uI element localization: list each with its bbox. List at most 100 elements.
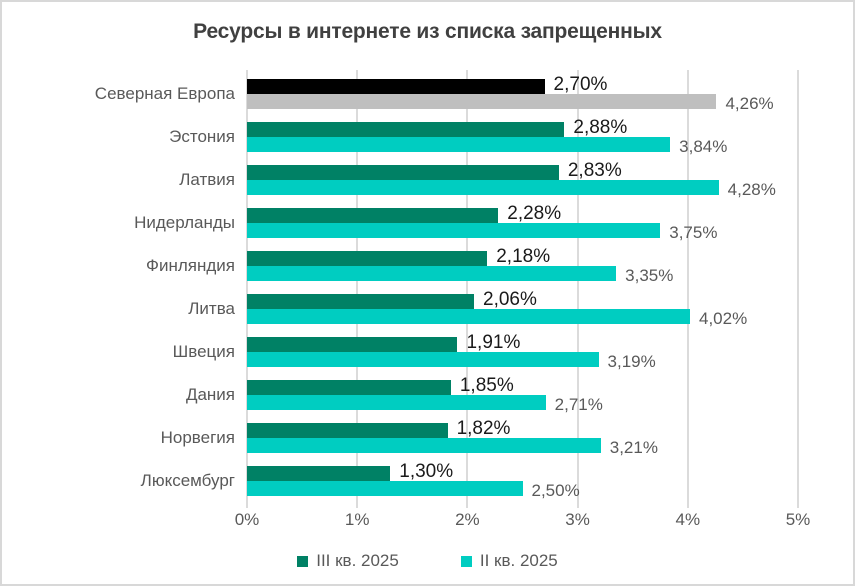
- bar-line: 3,19%: [247, 351, 798, 371]
- legend: III кв. 2025 II кв. 2025: [2, 551, 853, 571]
- bar-group: 2,28% 3,75%: [247, 203, 798, 242]
- bar-rows: Северная Европа 2,70% 4,26% Эстония 2,88% 3,8…: [2, 72, 853, 502]
- value-label: 3,35%: [625, 266, 674, 285]
- x-tick-label: 0%: [234, 510, 260, 529]
- x-tick-label: 1%: [344, 510, 370, 529]
- value-label: 2,50%: [531, 481, 580, 500]
- bar-III-кв--2025: [247, 78, 545, 94]
- bar-line: 3,75%: [247, 222, 798, 242]
- value-label: 2,70%: [553, 74, 608, 95]
- value-label: 3,75%: [669, 223, 718, 242]
- legend-item: II кв. 2025: [460, 551, 558, 571]
- chart-title: Ресурсы в интернете из списка запрещенны…: [193, 20, 662, 43]
- bar-II-кв--2025: [247, 136, 671, 152]
- chart-row: Литва 2,06% 4,02%: [2, 287, 853, 330]
- value-label: 2,88%: [573, 117, 628, 138]
- category-label: Финляндия: [146, 255, 235, 275]
- value-label: 3,19%: [607, 352, 656, 371]
- bar-group: 2,18% 3,35%: [247, 246, 798, 285]
- x-tick-label: 2%: [455, 510, 480, 529]
- legend-swatch: [460, 555, 472, 567]
- value-label: 4,28%: [727, 180, 776, 199]
- value-label: 1,82%: [456, 418, 511, 439]
- category-label: Дания: [185, 384, 235, 404]
- gridline-1%: [356, 70, 359, 508]
- bar-III-кв--2025: [247, 422, 448, 438]
- category-label: Швеция: [172, 341, 235, 361]
- bar-line: 3,21%: [247, 437, 798, 457]
- category-label: Люксембург: [140, 470, 235, 490]
- legend-item: III кв. 2025: [297, 551, 399, 571]
- value-label: 1,85%: [459, 375, 514, 396]
- bar-line: 2,18%: [247, 246, 798, 267]
- gridline-2%: [466, 70, 469, 508]
- bar-line: 2,06%: [247, 289, 798, 310]
- bar-group: 2,83% 4,28%: [247, 160, 798, 199]
- bar-group: 1,91% 3,19%: [247, 332, 798, 371]
- chart-row: Нидерланды 2,28% 3,75%: [2, 201, 853, 244]
- bar-II-кв--2025: [247, 93, 717, 109]
- category-label: Литва: [188, 298, 235, 318]
- value-label: 2,06%: [483, 289, 537, 310]
- chart-row: Латвия 2,83% 4,28%: [2, 158, 853, 201]
- bar-II-кв--2025: [247, 179, 719, 195]
- bar-group: 2,88% 3,84%: [247, 117, 798, 156]
- bar-II-кв--2025: [247, 394, 546, 410]
- category-label: Латвия: [179, 169, 235, 189]
- bar-II-кв--2025: [247, 437, 601, 453]
- value-label: 2,28%: [507, 203, 562, 224]
- bar-line: 1,85%: [247, 375, 798, 396]
- bar-III-кв--2025: [247, 207, 499, 223]
- value-label: 4,26%: [725, 94, 774, 113]
- bar-III-кв--2025: [247, 250, 488, 266]
- value-label: 4,02%: [699, 309, 748, 328]
- plot-area: [246, 70, 799, 508]
- bar-group: 1,30% 2,50%: [247, 461, 798, 500]
- bar-III-кв--2025: [247, 465, 391, 481]
- gridline-5%: [797, 70, 799, 508]
- legend-label: III кв. 2025: [316, 551, 399, 570]
- bar-line: 1,91%: [247, 332, 798, 353]
- bar-line: 4,02%: [247, 308, 798, 328]
- chart-row: Швеция 1,91% 3,19%: [2, 330, 853, 373]
- x-axis: 0% 1% 2% 3% 4% 5%: [2, 510, 853, 534]
- bar-II-кв--2025: [247, 480, 523, 496]
- category-label: Нидерланды: [134, 212, 235, 232]
- chart-row: Люксембург 1,30% 2,50%: [2, 459, 853, 502]
- bar-line: 2,28%: [247, 203, 798, 224]
- category-label: Эстония: [169, 126, 235, 146]
- legend-swatch: [297, 555, 309, 567]
- bar-II-кв--2025: [247, 265, 617, 281]
- gridline-3%: [576, 70, 579, 508]
- bar-III-кв--2025: [247, 336, 458, 352]
- bar-III-кв--2025: [247, 164, 559, 180]
- bar-line: 2,88%: [247, 117, 798, 138]
- value-label: 2,83%: [567, 160, 622, 181]
- chart-row: Финляндия 2,18% 3,35%: [2, 244, 853, 287]
- bar-group: 1,85% 2,71%: [247, 375, 798, 414]
- x-tick-label: 5%: [785, 510, 811, 529]
- chart-row: Дания 1,85% 2,71%: [2, 373, 853, 416]
- gridline-4%: [686, 70, 689, 508]
- chart-row: Северная Европа 2,70% 4,26%: [2, 72, 853, 115]
- chart-row: Норвегия 1,82% 3,21%: [2, 416, 853, 459]
- bar-line: 2,70%: [247, 74, 798, 95]
- gridline-0%: [246, 70, 248, 508]
- bar-line: 4,26%: [247, 93, 798, 113]
- x-tick-label: 3%: [565, 510, 590, 529]
- bar-line: 3,84%: [247, 136, 798, 156]
- value-label: 3,21%: [609, 438, 658, 457]
- bar-III-кв--2025: [247, 293, 474, 309]
- bar-III-кв--2025: [247, 121, 565, 137]
- bar-line: 2,50%: [247, 480, 798, 500]
- bar-group: 2,06% 4,02%: [247, 289, 798, 328]
- category-label: Норвегия: [160, 427, 235, 447]
- bar-line: 2,71%: [247, 394, 798, 414]
- bar-III-кв--2025: [247, 379, 451, 395]
- legend-label: II кв. 2025: [479, 551, 558, 570]
- bar-group: 2,70% 4,26%: [247, 74, 798, 113]
- value-label: 1,30%: [399, 461, 454, 482]
- chart-row: Эстония 2,88% 3,84%: [2, 115, 853, 158]
- bar-line: 2,83%: [247, 160, 798, 181]
